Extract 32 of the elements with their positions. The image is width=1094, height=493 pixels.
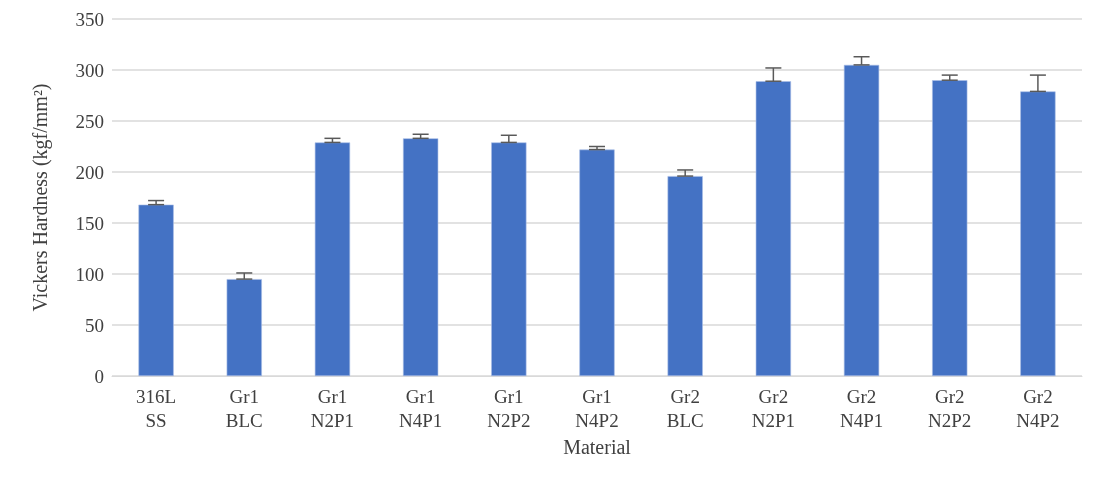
bar <box>667 176 703 376</box>
x-axis-title: Material <box>563 435 632 458</box>
x-tick-label: Gr1 N4P1 <box>398 385 443 431</box>
x-tick-label: Gr1 N2P2 <box>487 385 531 431</box>
bar <box>491 142 527 376</box>
y-axis-title: Vickers Hardness (kgf/mm²) <box>29 83 52 312</box>
y-tick-label: 150 <box>75 212 104 234</box>
y-tick-label: 300 <box>75 59 104 81</box>
bar <box>932 80 968 376</box>
bar <box>403 138 439 376</box>
x-tick-label: Gr2 N4P1 <box>839 385 884 431</box>
bar <box>579 149 615 376</box>
x-tick-label: Gr2 N2P2 <box>928 385 972 431</box>
y-tick-label: 250 <box>75 110 104 132</box>
y-tick-label: 350 <box>75 8 104 30</box>
bar <box>314 142 351 376</box>
x-tick-label: Gr2 N4P2 <box>1016 385 1060 431</box>
x-tick-label: Gr2 N2P1 <box>751 385 796 431</box>
y-tick-label: 0 <box>94 365 104 387</box>
x-tick-label: Gr1 N2P1 <box>310 385 355 431</box>
x-tick-label: Gr2 BLC <box>666 385 704 431</box>
bar <box>138 204 174 376</box>
bar <box>843 64 880 376</box>
bar <box>755 81 791 376</box>
y-tick-label: 200 <box>75 161 104 183</box>
x-tick-label: 316L SS <box>136 385 177 431</box>
bar <box>226 279 262 376</box>
y-tick-label: 50 <box>85 314 104 336</box>
x-tick-label: Gr1 BLC <box>225 385 263 431</box>
y-tick-label: 100 <box>75 263 104 285</box>
x-tick-label: Gr1 N4P2 <box>575 385 619 431</box>
bar <box>1020 91 1056 376</box>
